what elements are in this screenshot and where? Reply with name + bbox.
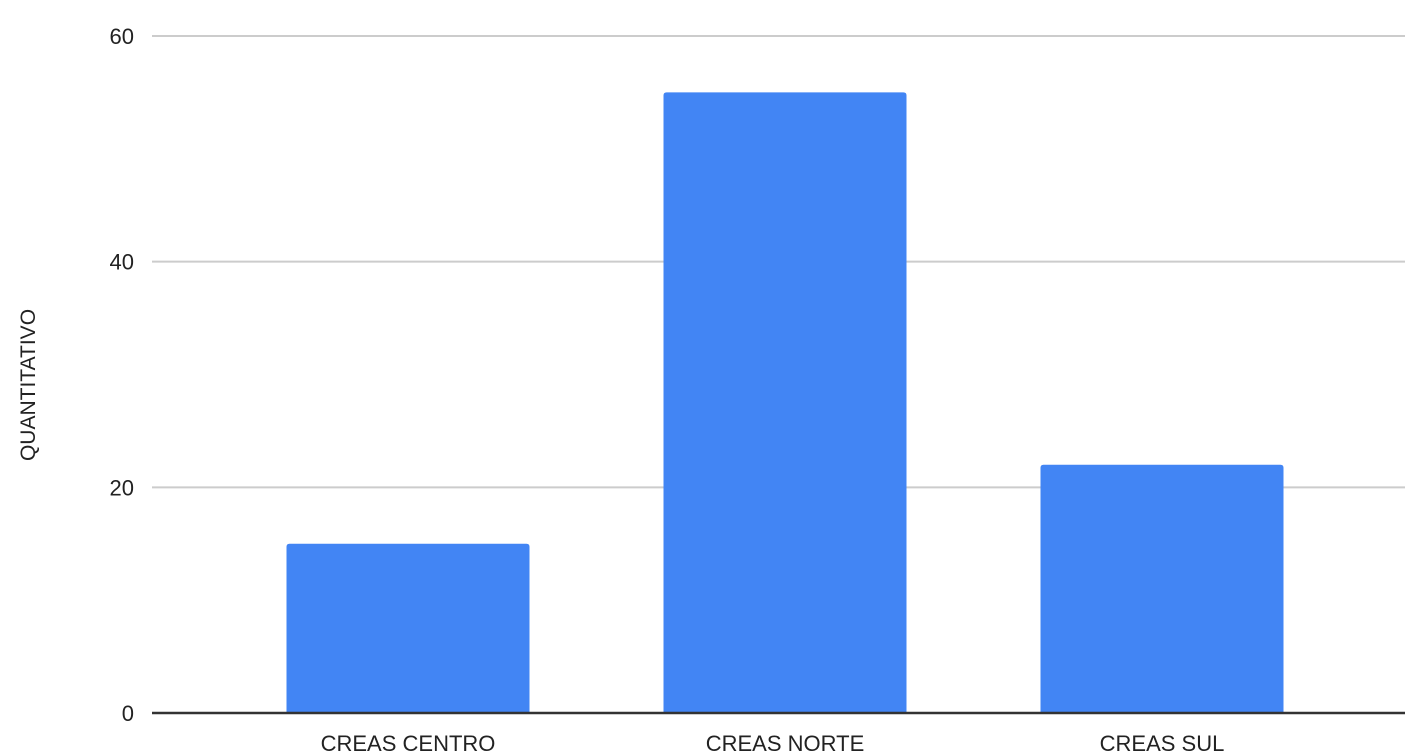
y-tick-label: 40 <box>110 250 134 275</box>
bar-creas-centro <box>286 543 530 713</box>
x-tick-label: CREAS SUL <box>1100 731 1225 754</box>
y-axis-title: QUANTITATIVO <box>17 309 40 461</box>
y-tick-label: 20 <box>110 475 134 500</box>
bar-creas-norte <box>663 92 907 713</box>
axes: 0 20 40 60 CREAS CENTRO CREAS NORTE CREAS SUL <box>110 24 1405 754</box>
y-tick-label: 0 <box>122 701 134 726</box>
x-tick-label: CREAS NORTE <box>706 731 865 754</box>
bars <box>286 92 1284 713</box>
x-tick-label: CREAS CENTRO <box>321 731 496 754</box>
bar-creas-sul <box>1040 464 1284 713</box>
y-tick-label: 60 <box>110 24 134 49</box>
